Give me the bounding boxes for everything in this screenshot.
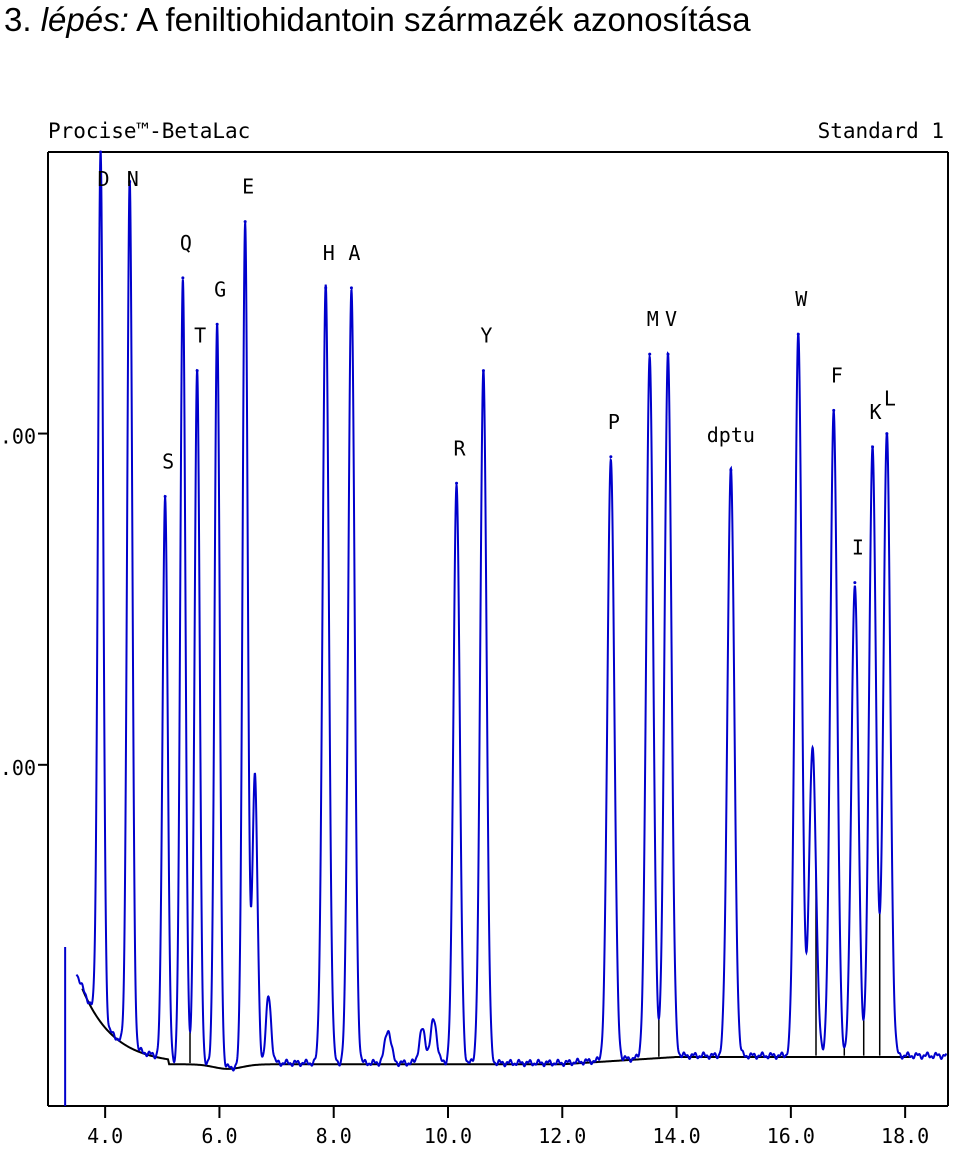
peak-label: E [242, 175, 254, 199]
peak-marker [99, 150, 103, 154]
peak-marker [666, 352, 670, 356]
x-axis-ticks: 4.0 6.0 8.0 10.0 12.0 14.0 16.0 18.0 [87, 1106, 929, 1148]
peak-label: K [870, 400, 882, 424]
peak-marker [195, 369, 199, 373]
x-tick-label: 4.0 [87, 1124, 123, 1148]
peak-label: H [323, 241, 335, 265]
peak-label: M [647, 307, 659, 331]
peak-marker [243, 220, 247, 224]
peak-marker [853, 581, 857, 585]
slide-title-emphasis: lépés: [40, 1, 129, 38]
chart-title-left: Procise™-BetaLac [48, 119, 250, 143]
x-tick-label: 6.0 [201, 1124, 237, 1148]
peak-marker [181, 276, 185, 280]
peak-marker [215, 322, 219, 326]
peak-label: A [348, 241, 360, 265]
peak-marker [609, 455, 613, 459]
peak-label: Y [480, 324, 492, 348]
peak-marker [832, 408, 836, 412]
x-tick-label: 14.0 [652, 1124, 700, 1148]
x-tick-label: 10.0 [424, 1124, 472, 1148]
peak-label: V [665, 307, 677, 331]
signal-trace [75, 151, 948, 1072]
peak-label: Q [180, 231, 192, 255]
peak-marker [871, 445, 875, 449]
peak-label: G [214, 277, 226, 301]
slide-title-number: 3. [4, 1, 41, 38]
peak-label: N [127, 167, 139, 191]
peak-label: W [795, 287, 808, 311]
peak-label: S [162, 450, 174, 474]
peak-label: I [852, 536, 864, 560]
integration-baseline [81, 988, 911, 1070]
slide-title-text: A feniltiohidantoin származék azonosítás… [128, 1, 751, 38]
x-tick-label: 18.0 [881, 1124, 929, 1148]
peak-marker [481, 369, 485, 373]
peak-marker [729, 468, 733, 472]
x-tick-label: 8.0 [316, 1124, 352, 1148]
peak-label: D [98, 167, 110, 191]
y-tick-label: 3.00 [0, 425, 36, 449]
peak-marker [455, 481, 459, 485]
peak-label: T [194, 324, 206, 348]
peak-marker [648, 352, 652, 356]
slide-title: 3. lépés: A feniltiohidantoin származék … [4, 0, 751, 40]
peak-label: P [608, 410, 620, 434]
peak-label: L [884, 387, 896, 411]
y-axis-ticks: 2.00 3.00 [0, 425, 48, 780]
peak-marker [128, 180, 132, 184]
peak-marker [885, 432, 889, 436]
baseline-layer [81, 871, 911, 1070]
y-tick-label: 2.00 [0, 756, 36, 780]
peak-marker [324, 286, 328, 290]
peak-label: dptu [707, 423, 755, 447]
peak-marker [349, 286, 353, 290]
trace-layer [64, 151, 948, 1106]
peak-marker [796, 332, 800, 336]
x-tick-label: 16.0 [767, 1124, 815, 1148]
x-tick-label: 12.0 [538, 1124, 586, 1148]
peak-label: F [831, 363, 843, 387]
peak-marker [163, 495, 167, 498]
chart-title-right: Standard 1 [818, 119, 944, 143]
peak-label: R [454, 436, 467, 460]
